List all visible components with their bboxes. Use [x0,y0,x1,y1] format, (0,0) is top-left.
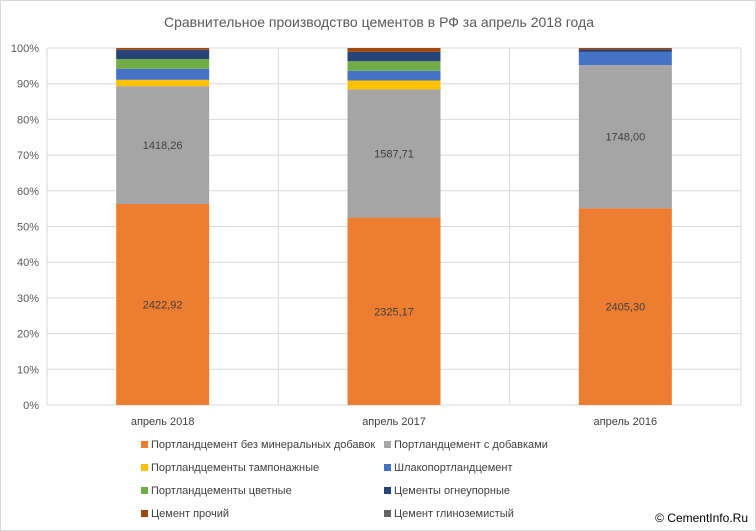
bar-segment [347,217,441,405]
y-tick-label: 60% [17,186,39,198]
bar-segment [578,65,672,209]
y-tick-label: 100% [11,43,39,55]
y-tick-label: 50% [17,222,39,234]
legend-label: Цементы огнеупорные [394,485,510,497]
bar-segment [347,80,441,90]
bar-segment [578,51,672,66]
legend-label: Портландцементы тампонажные [151,462,319,474]
bar-segment [578,48,672,50]
legend-swatch [384,441,391,448]
x-tick-label: апрель 2017 [362,416,426,428]
data-label: 2325,17 [374,306,414,318]
watermark-text: © CementInfo.Ru [655,511,748,525]
x-tick-label: апрель 2016 [594,416,658,428]
data-label: 1418,26 [143,140,183,152]
bar-segment [347,89,441,218]
legend-swatch [141,441,148,448]
legend-label: Портландцемент без минеральных добавок [151,439,375,451]
y-tick-label: 30% [17,293,39,305]
bar-segment [578,208,672,405]
data-label: 2405,30 [605,302,645,314]
bar-segment [578,49,672,52]
legend-label: Портландцементы цветные [151,485,292,497]
bar-segment [347,51,441,62]
bar-segment [116,68,210,80]
legend-label: Портландцемент с добавками [394,439,548,451]
y-tick-label: 80% [17,114,39,126]
bar-segment [116,48,210,50]
bar-segment [347,48,441,52]
legend-label: Шлакопортландцемент [394,462,513,474]
y-tick-label: 0% [23,400,39,412]
legend-swatch [141,510,148,517]
data-label: 1587,71 [374,148,414,160]
legend-swatch [141,464,148,471]
y-tick-label: 10% [17,364,39,376]
data-label: 2422,92 [143,300,183,312]
y-tick-label: 40% [17,257,39,269]
bar-segment [116,59,210,69]
bar-segment [347,70,441,81]
legend-swatch [141,487,148,494]
chart-title: Сравнительное производство цементов в РФ… [164,14,594,30]
y-tick-label: 90% [17,79,39,91]
bar-segment [347,61,441,71]
bar-segment [116,204,210,405]
bar-segment [116,86,210,205]
bar-segment [116,79,210,87]
y-tick-label: 20% [17,329,39,341]
x-tick-label: апрель 2018 [131,416,195,428]
legend-swatch [384,510,391,517]
legend-swatch [384,487,391,494]
legend-swatch [384,464,391,471]
y-tick-label: 70% [17,150,39,162]
legend-label: Цемент глиноземистый [394,508,514,520]
data-label: 1748,00 [605,132,645,144]
legend-label: Цемент прочий [151,508,229,520]
bar-segment [116,49,210,60]
